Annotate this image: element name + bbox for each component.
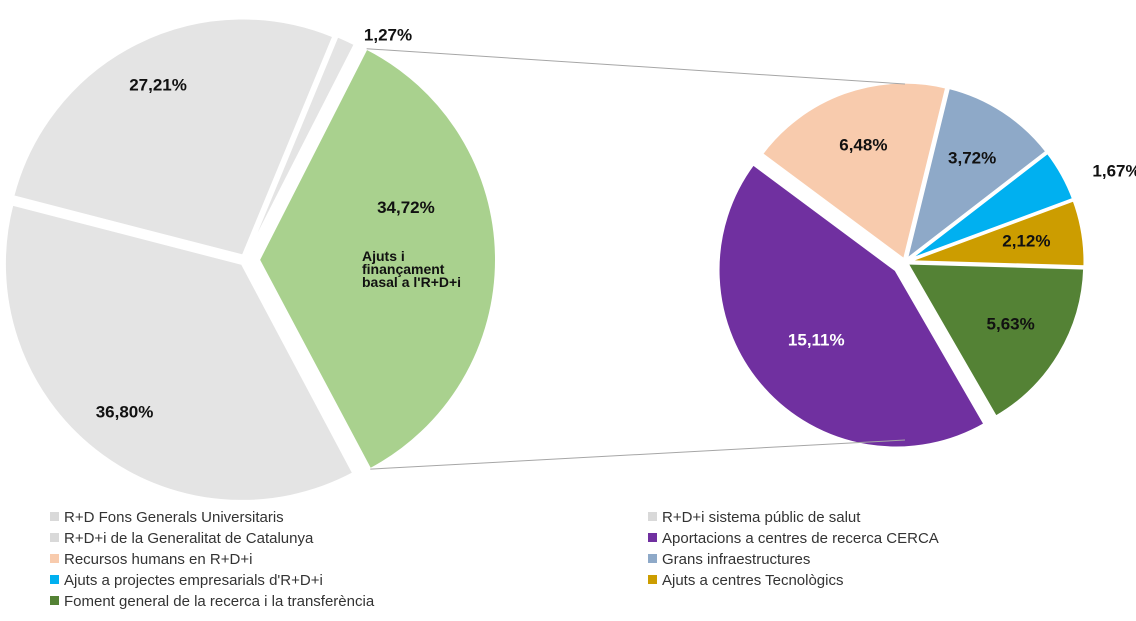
pie-slice	[759, 80, 949, 263]
legend-item: R+D Fons Generals Universitaris	[50, 509, 284, 526]
legend-swatch	[648, 512, 657, 521]
legend-swatch	[50, 533, 59, 542]
pie-slice	[257, 47, 497, 471]
legend-label: R+D+i de la Generalitat de Catalunya	[64, 530, 314, 547]
value-label: 27,21%	[129, 75, 187, 94]
pie-slice	[3, 203, 355, 502]
legend-item: Grans infraestructures	[648, 551, 810, 568]
legend-item: Ajuts a projectes empresarials d'R+D+i	[50, 572, 323, 589]
legend-swatch	[50, 512, 59, 521]
legend-item: R+D+i de la Generalitat de Catalunya	[50, 530, 313, 547]
legend-swatch	[50, 596, 59, 605]
group-label: Ajuts i finançament basal a l'R+D+i	[362, 248, 462, 290]
legend-label: Recursos humans en R+D+i	[64, 551, 253, 568]
pie-slice	[904, 261, 1087, 420]
legend-label: Aportacions a centres de recerca CERCA	[662, 530, 939, 547]
value-label: 36,80%	[96, 402, 154, 421]
pie-slice	[716, 161, 988, 450]
legend-label: Foment general de la recerca i la transf…	[64, 593, 375, 610]
value-label: 1,27%	[364, 26, 412, 45]
value-label: 1,67%	[1092, 162, 1136, 181]
pie-slice	[903, 85, 1050, 265]
legend-item: Aportacions a centres de recerca CERCA	[648, 530, 939, 547]
legend-swatch	[648, 575, 657, 584]
legend-label: R+D+i sistema públic de salut	[662, 509, 861, 526]
pie-slice	[246, 35, 357, 256]
legend-swatch	[648, 533, 657, 542]
legend-item: Recursos humans en R+D+i	[50, 551, 252, 568]
connector-line	[366, 48, 906, 85]
legend-label: Ajuts a projectes empresarials d'R+D+i	[64, 572, 323, 589]
legend-swatch	[50, 575, 59, 584]
legend-item: Ajuts a centres Tecnològics	[648, 572, 844, 589]
legend-item: Foment general de la recerca i la transf…	[50, 593, 374, 610]
legend-label: Ajuts a centres Tecnològics	[662, 572, 844, 589]
legend-item: R+D+i sistema públic de salut	[648, 509, 860, 526]
value-label: 5,63%	[987, 315, 1035, 334]
legend-swatch	[648, 554, 657, 563]
value-label: 6,48%	[839, 136, 887, 155]
pie-slice	[12, 17, 335, 257]
connector-line	[370, 439, 906, 470]
value-label: 3,72%	[948, 148, 996, 167]
legend-swatch	[50, 554, 59, 563]
legend-label: Grans infraestructures	[662, 551, 811, 568]
value-label: 34,72%	[377, 198, 435, 217]
value-label: 15,11%	[788, 330, 845, 349]
value-label: 2,12%	[1002, 232, 1050, 251]
legend-label: R+D Fons Generals Universitaris	[64, 509, 284, 526]
